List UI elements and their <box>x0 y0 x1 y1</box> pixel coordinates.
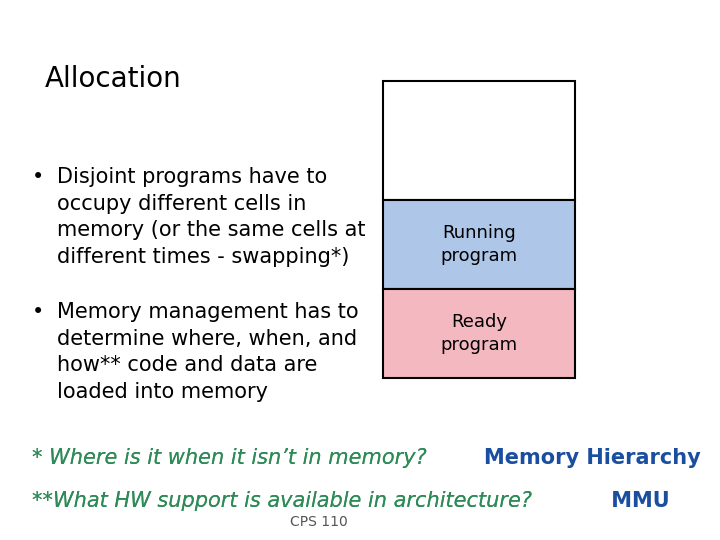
Text: * Where is it when it isn’t in memory?: * Where is it when it isn’t in memory? <box>32 448 427 468</box>
Text: **What HW support is available in architecture?: **What HW support is available in archit… <box>32 491 532 511</box>
Text: Running
program: Running program <box>441 224 518 265</box>
Text: Memory Hierarchy: Memory Hierarchy <box>484 448 701 468</box>
Text: Allocation: Allocation <box>45 65 181 93</box>
Text: **What HW support is available in architecture?: **What HW support is available in archit… <box>32 491 532 511</box>
Bar <box>383 81 575 200</box>
Text: •: • <box>32 167 44 187</box>
Text: •: • <box>32 302 44 322</box>
Text: MMU: MMU <box>604 491 670 511</box>
Bar <box>383 200 575 289</box>
Text: CPS 110: CPS 110 <box>290 515 348 529</box>
Bar <box>383 289 575 378</box>
Text: Disjoint programs have to
occupy different cells in
memory (or the same cells at: Disjoint programs have to occupy differe… <box>58 167 366 267</box>
Text: Memory management has to
determine where, when, and
how** code and data are
load: Memory management has to determine where… <box>58 302 359 402</box>
Text: Ready
program: Ready program <box>441 313 518 354</box>
Text: * Where is it when it isn’t in memory?: * Where is it when it isn’t in memory? <box>32 448 427 468</box>
